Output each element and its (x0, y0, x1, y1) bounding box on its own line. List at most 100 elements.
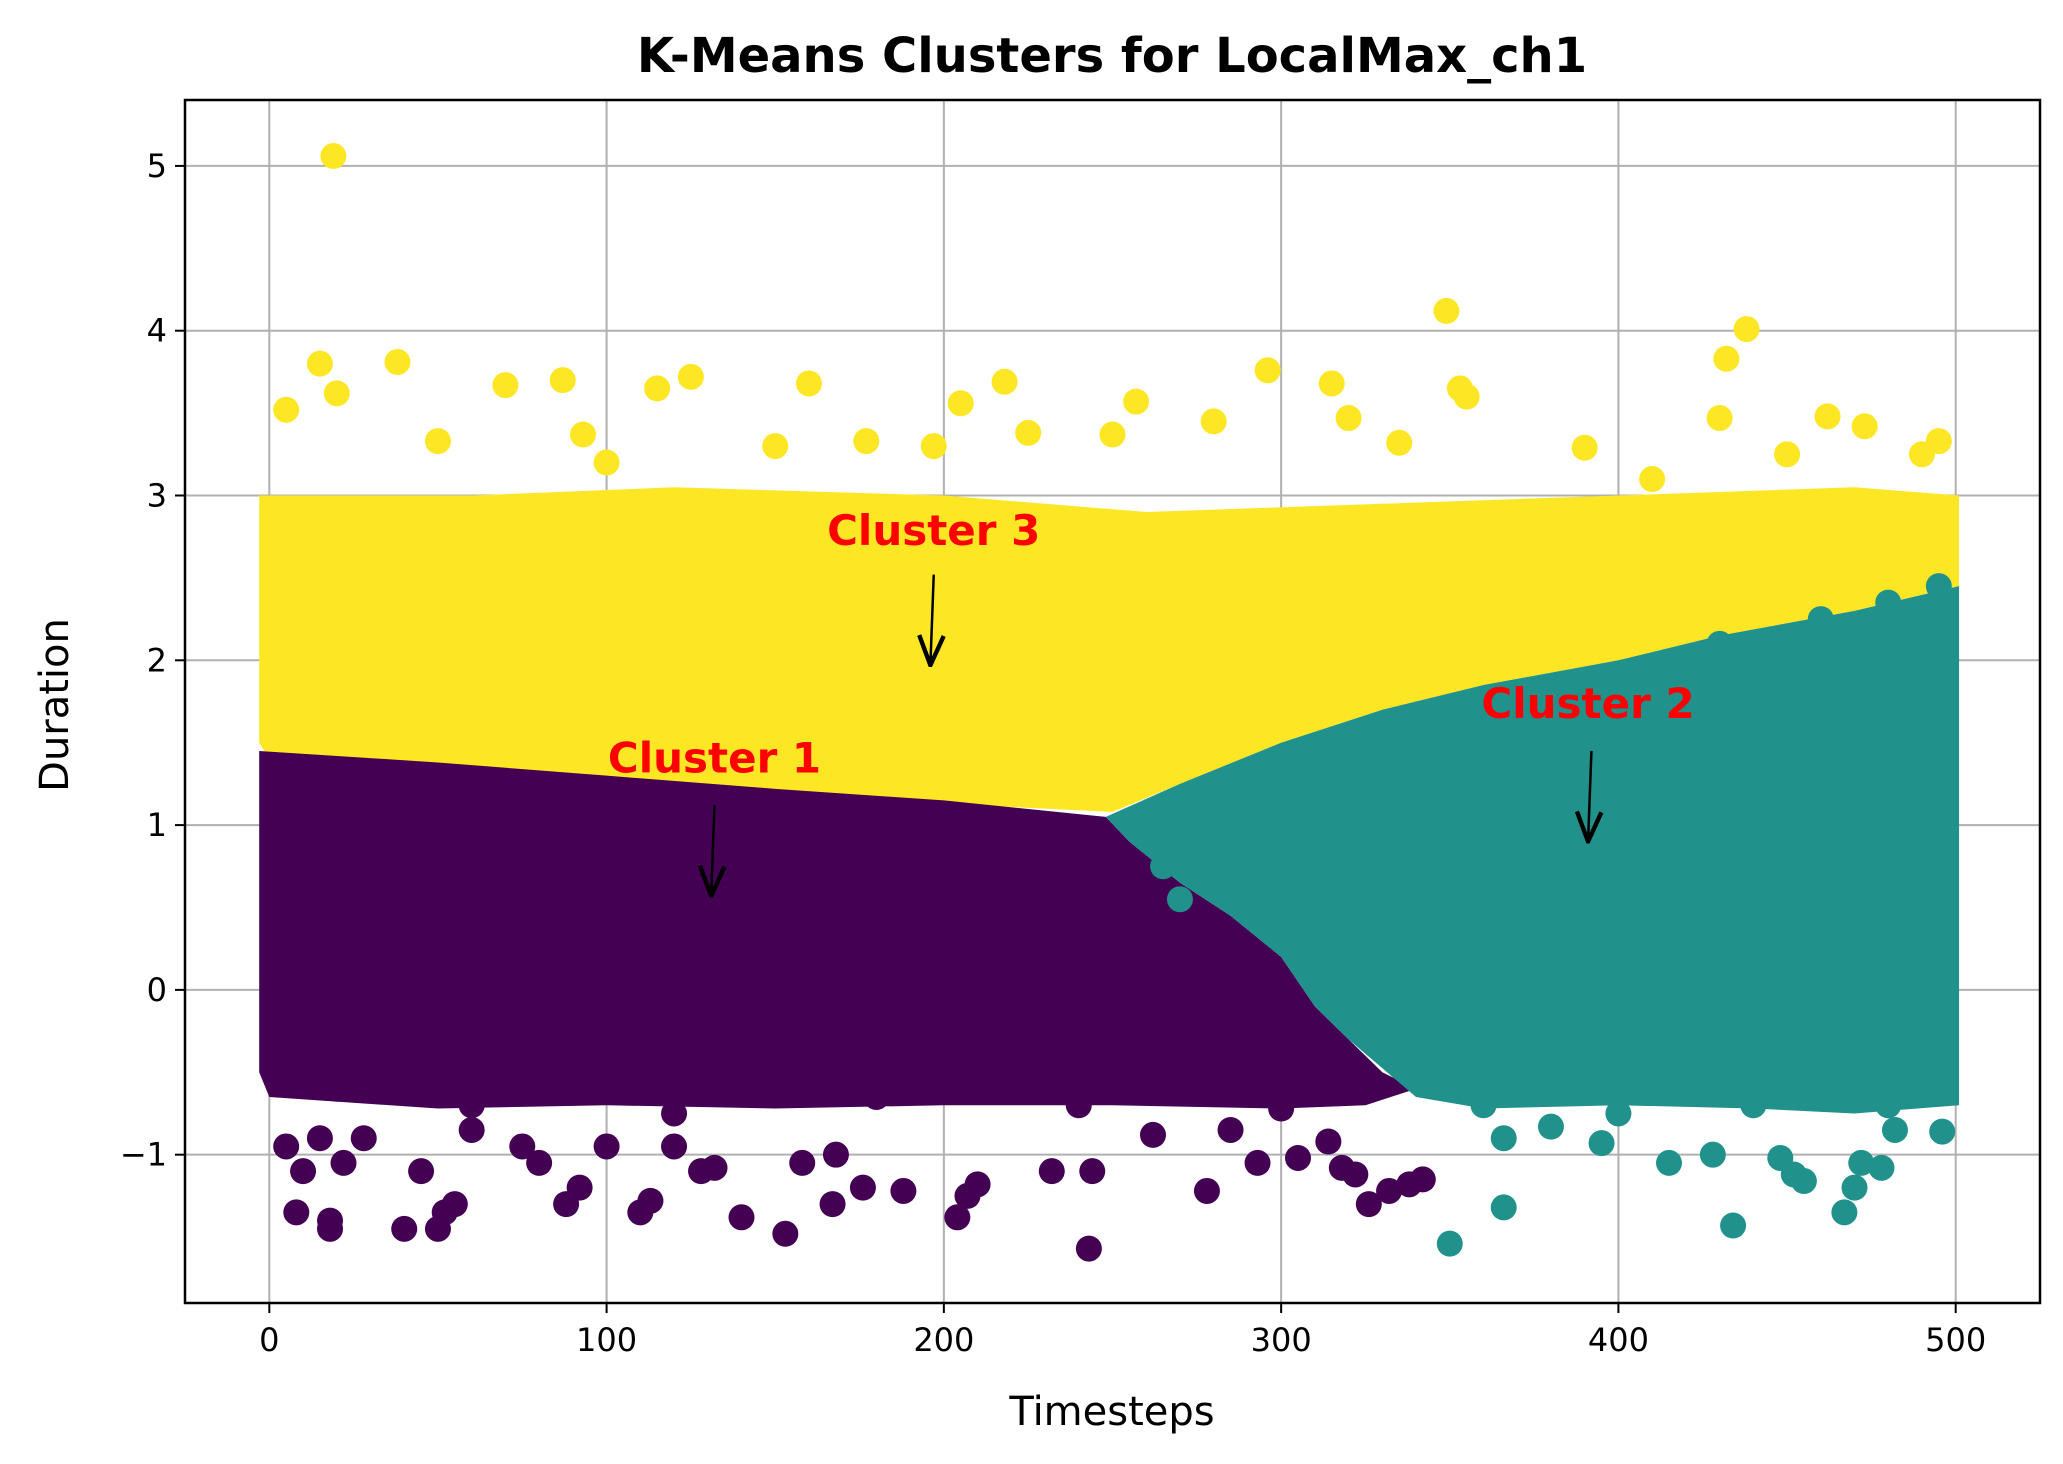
cluster-2-point (1436, 1230, 1463, 1257)
cluster-2-point (1720, 1212, 1747, 1239)
cluster-1-point (458, 1116, 485, 1143)
y-tick-label: −1 (120, 1136, 167, 1174)
cluster-2-point (1807, 606, 1834, 633)
cluster-2-region (1105, 586, 1960, 1114)
x-axis-label: Timesteps (1008, 1389, 1214, 1435)
cluster-2-point (1588, 1130, 1615, 1157)
cluster-1-point (441, 1191, 468, 1218)
cluster-3-point (1713, 345, 1740, 372)
cluster-1-point (701, 1154, 728, 1181)
cluster-1-point (728, 1204, 755, 1231)
y-tick-label: 4 (147, 312, 167, 350)
cluster-2-point (1790, 1168, 1817, 1195)
cluster-1-point (283, 1199, 310, 1226)
annotation-arrow (711, 805, 714, 896)
cluster-3-point (644, 375, 671, 402)
cluster-1-point (1193, 1177, 1220, 1204)
cluster-1-point (1342, 1161, 1369, 1188)
cluster-2-point (1848, 1149, 1875, 1176)
y-tick-label: 1 (147, 806, 167, 844)
cluster-1-point (526, 1149, 553, 1176)
cluster-1-point (1079, 1158, 1106, 1185)
cluster-2-point (1234, 828, 1261, 855)
cluster-1-point (323, 1075, 350, 1102)
x-tick-label: 400 (1588, 1321, 1649, 1359)
cluster-3-point (1571, 434, 1598, 461)
cluster-3-point (1453, 383, 1480, 410)
cluster-2-point (1470, 696, 1497, 723)
cluster-2-point (1537, 1113, 1564, 1140)
cluster-3-point (384, 349, 411, 376)
cluster-2-point (1841, 1174, 1868, 1201)
cluster-3-point (947, 390, 974, 417)
plot-frame (183, 98, 2042, 1305)
cluster-2-point (1929, 1118, 1956, 1145)
cluster-3-point (1774, 441, 1801, 468)
cluster-2-point (1490, 1125, 1517, 1152)
cluster-3-point (991, 368, 1018, 395)
cluster-2-point (1490, 1194, 1517, 1221)
cluster-3-region (259, 487, 1960, 812)
cluster-1-point (391, 1215, 418, 1242)
cluster-1-point (1139, 1121, 1166, 1148)
chart-title: K-Means Clusters for LocalMax_ch1 (637, 28, 1587, 84)
cluster-1-point (1409, 1166, 1436, 1193)
cluster-1-point (408, 1158, 435, 1185)
cluster-2-point (1369, 729, 1396, 756)
cluster-1-point (458, 1092, 485, 1119)
cluster-3-point (273, 396, 300, 423)
cluster-1-point (509, 1133, 536, 1160)
cluster-3-point (1386, 429, 1413, 456)
cluster-2-point (1166, 886, 1193, 913)
cluster-2-point (1925, 573, 1952, 600)
cluster-3-point (762, 433, 789, 460)
cluster-2-point (1656, 1149, 1682, 1176)
cluster-1-point (273, 1133, 300, 1160)
cluster-3-point (424, 428, 451, 455)
cluster-1-point (661, 1133, 688, 1160)
cluster-3-point (492, 372, 519, 399)
cluster-1-point (1065, 1092, 1092, 1119)
cluster-regions (259, 487, 1960, 1114)
cluster-1-point (637, 1187, 664, 1214)
cluster-1-point (772, 1220, 799, 1247)
cluster-2-point (1699, 1141, 1726, 1168)
cluster-2-point (1605, 1100, 1632, 1127)
scatter-points (273, 143, 1956, 1262)
annotation-arrow (1588, 750, 1591, 842)
cluster-2-point (1301, 746, 1328, 773)
cluster-1-point (566, 1174, 593, 1201)
cluster-2-point (1740, 1092, 1767, 1119)
cluster-3-point (1639, 466, 1666, 493)
cluster-1-point (1268, 1095, 1295, 1122)
cluster-2-point (1908, 1075, 1935, 1102)
cluster-2-point (1470, 1092, 1497, 1119)
cluster-3-point (1733, 316, 1760, 343)
cluster-1-point (306, 1125, 333, 1152)
cluster-1-point (1217, 1116, 1244, 1143)
cluster-2-point (1605, 663, 1632, 690)
cluster-1-point (819, 1191, 846, 1218)
cluster-1-point (849, 1174, 876, 1201)
cluster-1-point (1038, 1158, 1065, 1185)
annotation-label: Cluster 2 (1481, 679, 1694, 728)
cluster-1-region (259, 750, 1417, 1109)
cluster-3-point (795, 370, 822, 397)
cluster-3-point (1318, 370, 1345, 397)
x-tick-label: 100 (576, 1321, 637, 1359)
cluster-2-point (1831, 1199, 1858, 1226)
cluster-1-point (1285, 1144, 1311, 1171)
cluster-2-point (1868, 1154, 1895, 1181)
cluster-2-point (1419, 713, 1446, 740)
cluster-3-point (1814, 403, 1841, 430)
cluster-1-point (789, 1149, 816, 1176)
cluster-1-point (317, 1207, 344, 1234)
x-tick-label: 300 (1251, 1321, 1312, 1359)
cluster-1-point (1376, 1177, 1403, 1204)
cluster-2-point (1150, 853, 1177, 880)
cluster-3-point (1015, 419, 1042, 446)
cluster-1-point (1075, 1235, 1102, 1262)
annotation-arrow (930, 574, 933, 666)
cluster-3-point (677, 363, 704, 390)
